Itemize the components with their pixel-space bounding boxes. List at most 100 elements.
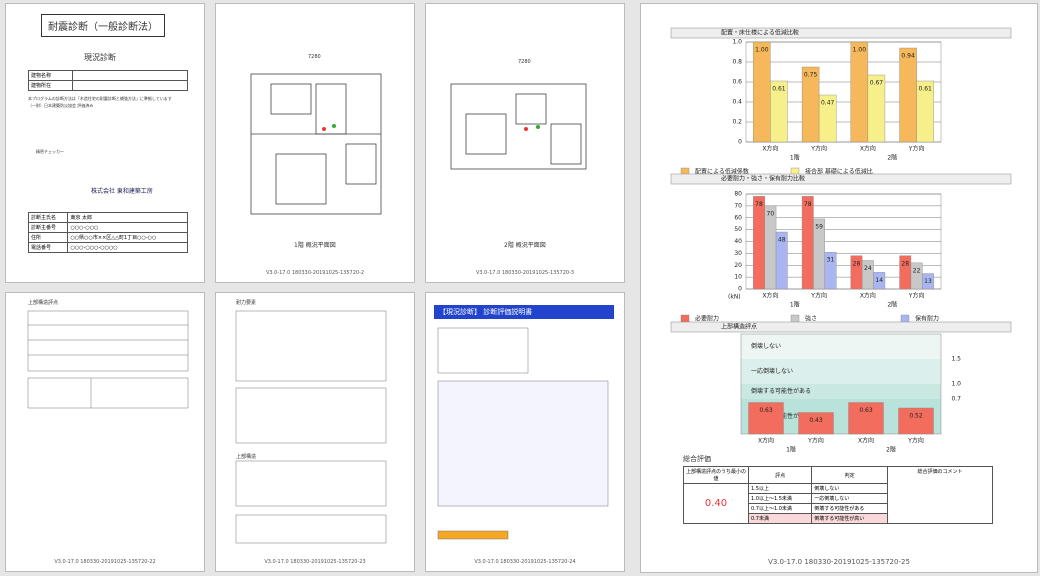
legend-label: 保有耐力	[915, 315, 939, 323]
group-label: 2階	[886, 446, 896, 454]
center-mark	[332, 124, 336, 128]
y-tick-label: 20	[734, 262, 742, 269]
label: 住所	[27, 232, 69, 243]
center-mark	[536, 125, 540, 129]
charts: 配置・床仕様による低減比較00.20.40.60.81.0X方向1.000.61…	[670, 27, 1012, 454]
value-label: 0.43	[809, 417, 823, 424]
legend-label: 接合部 基礎による低減比	[805, 168, 873, 176]
value-label: 0.61	[772, 86, 786, 93]
bar	[753, 196, 765, 290]
chart-title: 上部構造評点	[721, 323, 757, 331]
program: 精密チェッカー	[36, 149, 64, 154]
bar	[801, 196, 814, 290]
caption: 1階 概況平面図	[294, 242, 336, 249]
y-tick-label: 50	[734, 226, 742, 233]
group-label: 1階	[786, 446, 796, 454]
value-label: 31	[827, 257, 835, 264]
bar	[898, 407, 934, 435]
value-label: 0.63	[859, 407, 873, 414]
chart-title: 必要耐力・強さ・保有耐力比較	[721, 175, 805, 183]
title: 【現況診断】 診断評価説明書	[434, 305, 614, 319]
subtitle: 現況診断	[84, 53, 116, 62]
value-label: 24	[864, 265, 872, 272]
dimension: 7280	[518, 59, 531, 65]
note: 本プログラムの診断方法は「木造住宅の耐震診断と補強方法」に準拠しています	[28, 96, 172, 101]
bar	[753, 41, 771, 143]
page: 耐震診断（一般診断法） 現況診断 建物名称 建物所在 本プログラムの診断方法は「…	[5, 3, 205, 283]
x-tick-label: Y方向	[908, 145, 925, 153]
y-tick-label: 80	[734, 191, 742, 198]
footer: V3.0-17.0 180330-20191025-135720-25	[768, 558, 910, 566]
judge: 一応倒壊しない	[811, 493, 888, 504]
label: 診断主氏名	[27, 212, 69, 223]
value: ○○○-○○○-○○○○	[67, 242, 188, 253]
comment: 総合評価のコメント	[887, 466, 993, 524]
summary-title: 総合評価	[683, 455, 711, 463]
group-label: 2階	[887, 301, 897, 309]
value: ○○県○○市××区△△町1丁目○○-○○	[67, 232, 188, 243]
x-tick-label: Y方向	[807, 437, 824, 445]
y-tick-label: 1.0	[951, 381, 961, 388]
chart-header	[670, 321, 1012, 333]
field-table: 建物名称 建物所在	[28, 70, 188, 91]
plot-frame	[740, 333, 942, 435]
value: 東京 太郎	[67, 212, 188, 223]
title: 耐力要素	[236, 300, 257, 306]
page: 7280 1階 概況平面図 V3.0-17.0 180330-20191025-…	[215, 3, 415, 283]
table-lines	[235, 310, 387, 544]
info-table: 診断主氏名 東京 太郎 診断主番号 ○○○-○○○ 住所 ○○県○○市××区△△町1丁…	[27, 212, 188, 253]
bar	[748, 402, 784, 435]
page: 配置・床仕様による低減比較 0 0.2 0.4 0.6 0.8 1.0 X方向 1.00 0.61…	[640, 3, 1038, 573]
min-label: 上部構造評点のうち最小の値	[683, 466, 749, 484]
group-label: 1階	[790, 301, 800, 309]
field: 建物所在	[28, 80, 73, 91]
footer: V3.0-17.0 180330-20191025-135720-23	[264, 559, 366, 565]
y-tick-label: 1.5	[951, 356, 961, 363]
value-label: 0.47	[821, 100, 835, 107]
x-tick-label: X方向	[762, 292, 778, 300]
min-value: 0.40	[683, 483, 749, 524]
y-tick-label: 10	[734, 274, 742, 281]
band-label: 一応倒壊しない	[751, 367, 793, 375]
x-tick-label: X方向	[858, 437, 874, 445]
y-tick-label: 40	[734, 238, 742, 245]
judge: 倒壊する可能性が高い	[811, 513, 888, 524]
legend-label: 必要耐力	[695, 315, 719, 323]
band	[741, 359, 941, 384]
y-tick-label: 60	[734, 214, 742, 221]
page: 7280 2階 概況平面図 V3.0-17.0 180330-20191025-…	[425, 3, 625, 283]
y-tick-label: 1.0	[732, 39, 742, 46]
group-label: 1階	[790, 154, 800, 162]
x-tick-label: X方向	[762, 145, 778, 153]
y-tick-label: 0	[738, 286, 742, 293]
value-label: 78	[804, 201, 812, 208]
y-label: (kN)	[728, 294, 741, 301]
bar	[764, 205, 777, 290]
bar	[850, 41, 869, 143]
center-mark	[524, 127, 528, 131]
bar	[818, 94, 837, 143]
bar	[873, 272, 886, 290]
col-head: 評点	[747, 466, 813, 484]
chart-header	[670, 27, 1012, 39]
chart-title: 配置・床仕様による低減比較	[721, 29, 799, 37]
value-label: 0.67	[870, 80, 884, 87]
band	[741, 384, 941, 399]
caption: 2階 概況平面図	[504, 242, 546, 249]
value-label: 78	[755, 201, 763, 208]
value-label: 0.61	[918, 86, 932, 93]
y-tick-label: 70	[734, 202, 742, 209]
band-label: 倒壊しない	[751, 342, 781, 350]
summary-table: 上部構造評点のうち最小の値 評点 判定 総合評価のコメント 0.40 1.5以上 倒壊しな…	[683, 466, 993, 524]
dimension: 7280	[308, 54, 321, 60]
value-label: 70	[767, 210, 775, 217]
footer: V3.0-17.0 180330-20191025-135720-24	[474, 559, 576, 565]
band-label: 倒壊する可能性がある	[751, 387, 811, 395]
page: 【現況診断】 診断評価説明書 V3.0-17.0 180330-20191025…	[425, 292, 625, 572]
score: 0.7未満	[747, 513, 813, 524]
legend-label: 配置による低減係数	[695, 168, 749, 176]
bar	[916, 80, 934, 143]
table-lines	[437, 327, 609, 540]
value-label: 14	[875, 277, 883, 284]
y-tick-label: 0.4	[732, 99, 742, 106]
